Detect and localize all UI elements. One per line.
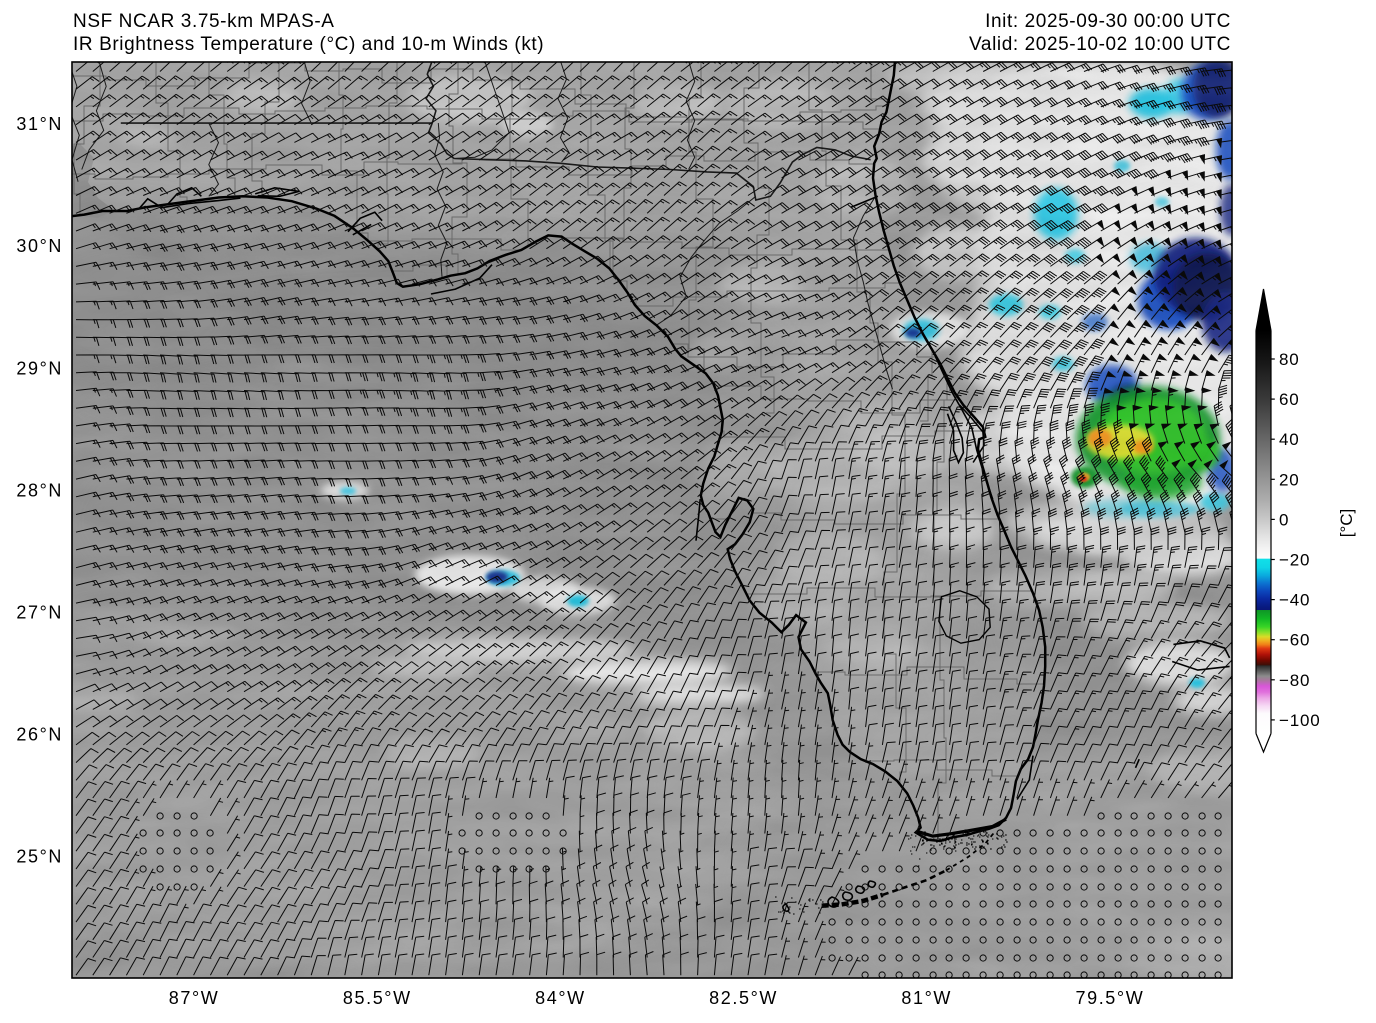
svg-text:28°N: 28°N [16,480,63,500]
svg-text:87°W: 87°W [169,988,220,1008]
svg-text:29°N: 29°N [16,358,63,378]
svg-text:−60: −60 [1279,631,1310,650]
svg-text:84°W: 84°W [535,988,586,1008]
svg-text:[°C]: [°C] [1337,509,1356,538]
svg-text:79.5°W: 79.5°W [1075,988,1144,1008]
svg-text:31°N: 31°N [16,114,63,134]
svg-text:85.5°W: 85.5°W [343,988,412,1008]
svg-text:Valid: 2025-10-02 10:00 UTC: Valid: 2025-10-02 10:00 UTC [969,34,1231,55]
svg-text:−40: −40 [1279,591,1310,610]
svg-text:0: 0 [1279,510,1289,529]
svg-text:−100: −100 [1279,711,1321,730]
svg-text:82.5°W: 82.5°W [709,988,778,1008]
svg-text:80: 80 [1279,350,1300,369]
svg-text:NSF NCAR 3.75-km MPAS-A: NSF NCAR 3.75-km MPAS-A [73,11,335,32]
svg-text:−80: −80 [1279,671,1310,690]
svg-text:60: 60 [1279,390,1300,409]
svg-text:25°N: 25°N [16,847,63,867]
svg-text:−20: −20 [1279,551,1310,570]
svg-text:IR Brightness Temperature (°C): IR Brightness Temperature (°C) and 10-m … [73,34,544,55]
svg-text:20: 20 [1279,470,1300,489]
svg-text:27°N: 27°N [16,603,63,623]
svg-text:81°W: 81°W [901,988,952,1008]
svg-text:26°N: 26°N [16,725,63,745]
svg-text:40: 40 [1279,430,1300,449]
svg-text:Init: 2025-09-30 00:00 UTC: Init: 2025-09-30 00:00 UTC [985,11,1231,32]
svg-text:30°N: 30°N [16,236,63,256]
